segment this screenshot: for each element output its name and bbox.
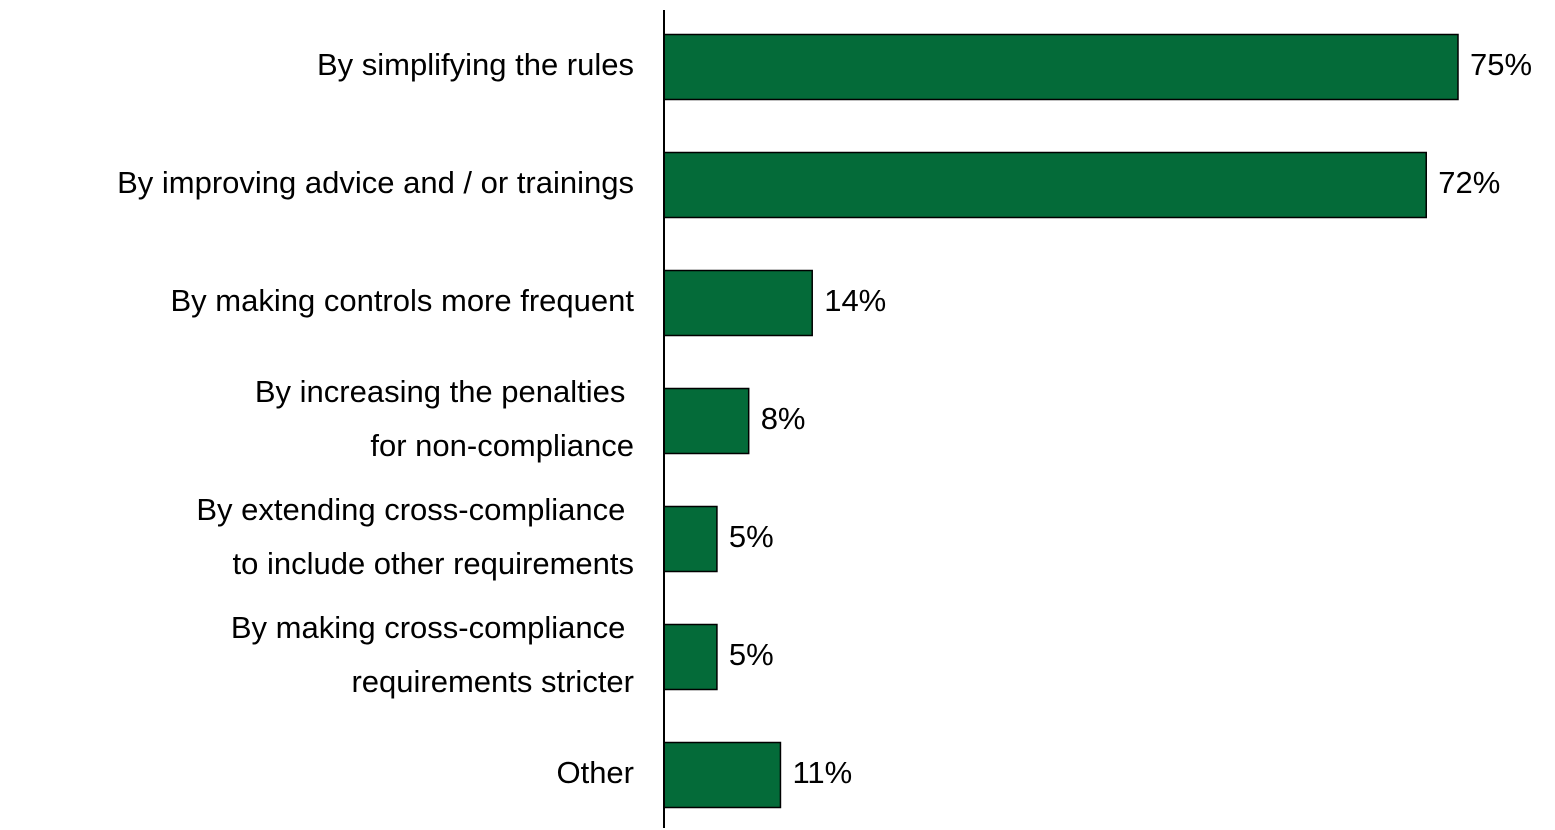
value-label: 72% — [1438, 165, 1500, 200]
value-label: 5% — [729, 519, 774, 554]
value-label: 8% — [761, 401, 806, 436]
category-label: By extending cross-compliance to include… — [196, 492, 634, 581]
category-label: By increasing the penalties for non-comp… — [255, 374, 634, 463]
bar — [663, 151, 1427, 219]
value-label: 75% — [1470, 47, 1532, 82]
bar — [663, 623, 718, 691]
value-label: 5% — [729, 637, 774, 672]
category-label: By making controls more frequent — [171, 283, 635, 318]
bar — [663, 387, 750, 455]
bar — [663, 505, 718, 573]
value-label: 11% — [792, 755, 852, 790]
category-label: Other — [556, 755, 634, 790]
bar — [663, 741, 782, 809]
bar — [663, 269, 813, 337]
category-label: By simplifying the rules — [317, 47, 634, 82]
category-label: By making cross-compliance requirements … — [231, 610, 634, 699]
bar — [663, 33, 1459, 101]
value-label: 14% — [824, 283, 886, 318]
category-label: By improving advice and / or trainings — [117, 165, 634, 200]
